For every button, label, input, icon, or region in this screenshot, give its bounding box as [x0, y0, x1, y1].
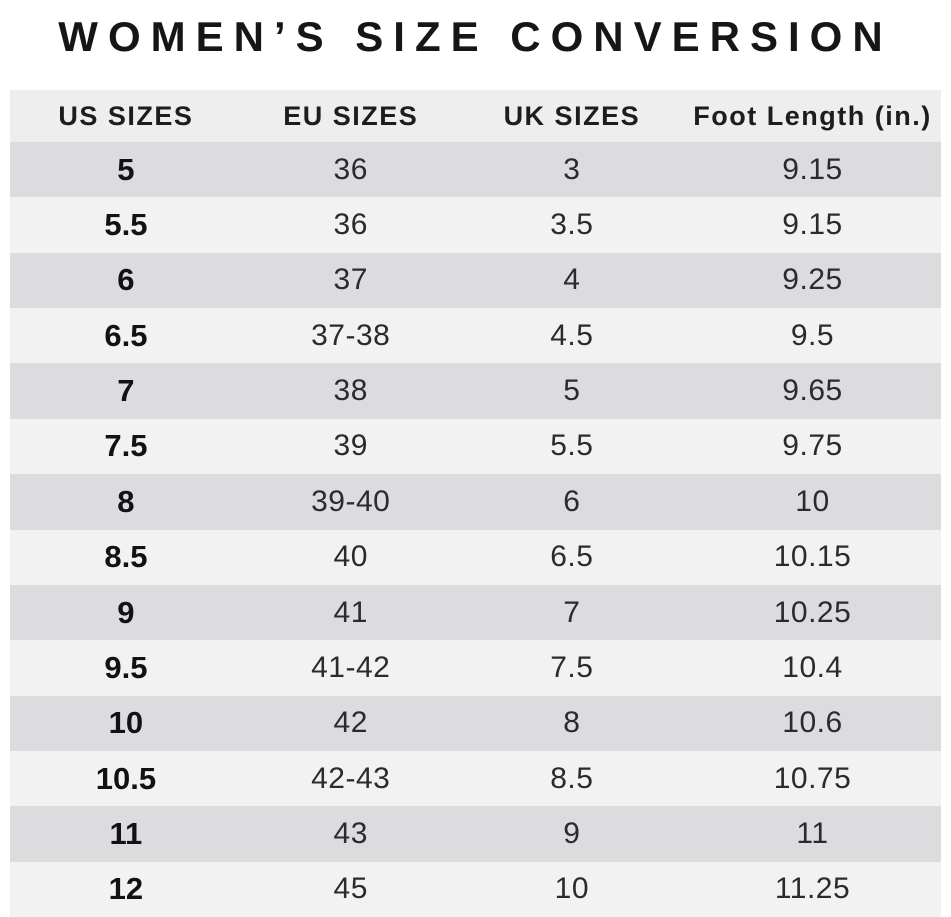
- table-cell-us-size: 7.5: [104, 428, 148, 464]
- table-row: 8 39-40 6 10: [10, 474, 941, 530]
- table-cell: 8.5: [550, 761, 594, 795]
- table-cell: 4.5: [550, 318, 594, 352]
- table-cell: 7: [563, 595, 581, 629]
- column-header-foot-length: Foot Length (in.): [693, 100, 932, 131]
- table-row: 6 37 4 9.25: [10, 252, 941, 309]
- table-cell-us-size: 6: [117, 262, 135, 298]
- table-cell-us-size: 12: [108, 871, 144, 907]
- table-cell: 42: [333, 706, 368, 740]
- table-cell: 10.6: [782, 706, 843, 740]
- table-cell: 36: [333, 152, 368, 186]
- table-cell: 5.5: [550, 429, 594, 463]
- table-row: 12 45 10 11.25: [10, 861, 941, 917]
- table-row: 10.5 42-43 8.5 10.75: [10, 750, 941, 807]
- table-cell: 42-43: [311, 761, 391, 795]
- table-cell: 4: [563, 263, 581, 297]
- table-row: 7 38 5 9.65: [10, 363, 941, 419]
- table-cell-us-size: 5: [117, 151, 135, 187]
- table-cell-us-size: 11: [109, 815, 143, 851]
- table-cell: 10.25: [773, 595, 852, 629]
- table-cell: 6.5: [550, 540, 594, 574]
- table-cell: 41: [333, 595, 368, 629]
- table-cell: 10.4: [782, 650, 843, 684]
- size-conversion-table: US SIZES EU SIZES UK SIZES Foot Length (in.…: [10, 90, 941, 917]
- column-header-uk-sizes: UK SIZES: [503, 100, 641, 131]
- table-cell: 10.15: [773, 540, 852, 574]
- table-cell: 5: [563, 374, 581, 408]
- column-header-eu-sizes: EU SIZES: [283, 100, 419, 131]
- table-cell: 41-42: [311, 650, 391, 684]
- table-cell-us-size: 10.5: [95, 760, 157, 796]
- table-cell: 9.15: [782, 208, 843, 242]
- table-cell: 7.5: [550, 650, 594, 684]
- table-row: 11 43 9 11: [10, 806, 941, 862]
- table-cell: 39: [333, 429, 368, 463]
- table-row: 5.5 36 3.5 9.15: [10, 197, 941, 253]
- table-cell: 11: [796, 816, 829, 850]
- table-row: 5 36 3 9.15: [10, 142, 941, 198]
- table-cell: 37-38: [311, 318, 391, 352]
- table-cell-us-size: 5.5: [104, 207, 148, 243]
- table-cell: 10: [795, 484, 830, 518]
- table-row: 6.5 37-38 4.5 9.5: [10, 308, 941, 364]
- table-row: 8.5 40 6.5 10.15: [10, 529, 941, 585]
- table-cell-us-size: 9.5: [104, 649, 148, 685]
- table-cell-us-size: 9: [117, 594, 135, 630]
- page-title: WOMEN’S SIZE CONVERSION: [58, 13, 893, 60]
- table-cell: 10.75: [773, 761, 852, 795]
- table-cell: 36: [333, 208, 368, 242]
- table-cell-us-size: 10: [108, 705, 144, 741]
- table-cell: 11.25: [774, 872, 851, 906]
- table-cell: 40: [333, 540, 368, 574]
- table-cell: 3.5: [550, 208, 594, 242]
- table-row: 10 42 8 10.6: [10, 695, 941, 751]
- table-cell-us-size: 6.5: [104, 317, 148, 353]
- table-row: 9.5 41-42 7.5 10.4: [10, 640, 941, 696]
- table-cell: 43: [333, 816, 368, 850]
- table-header-row: US SIZES EU SIZES UK SIZES Foot Length (in.…: [10, 90, 941, 142]
- table-cell: 38: [333, 374, 368, 408]
- table-cell-us-size: 8: [117, 483, 135, 519]
- table-cell-us-size: 8.5: [104, 539, 148, 575]
- table-cell: 6: [563, 484, 581, 518]
- table-cell: 9.25: [782, 263, 843, 297]
- table-cell: 39-40: [311, 484, 391, 518]
- table-cell-us-size: 7: [117, 373, 135, 409]
- column-header-us-sizes: US SIZES: [58, 100, 194, 131]
- table-cell: 10: [554, 872, 590, 906]
- table-cell: 37: [333, 263, 368, 297]
- table-cell: 45: [333, 872, 368, 906]
- table-cell: 9.65: [782, 374, 843, 408]
- table-row: 9 41 7 10.25: [10, 584, 941, 641]
- table-row: 7.5 39 5.5 9.75: [10, 418, 941, 475]
- table-cell: 8: [563, 706, 581, 740]
- table-cell: 9.5: [790, 318, 835, 352]
- table-cell: 9.15: [782, 152, 843, 186]
- table-cell: 9.75: [782, 429, 843, 463]
- table-cell: 3: [563, 152, 581, 186]
- table-cell: 9: [563, 816, 581, 850]
